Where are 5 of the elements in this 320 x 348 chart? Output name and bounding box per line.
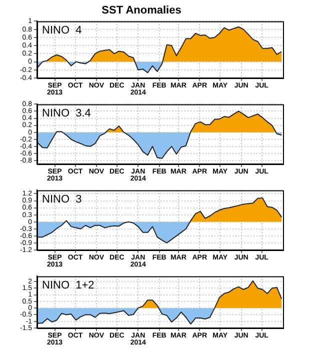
annotation: NINO 4 bbox=[42, 24, 82, 37]
annotation: NINO 3 bbox=[42, 194, 82, 206]
chart-title: SST Anomalies bbox=[102, 4, 182, 17]
annotation: NINO 1+2 bbox=[42, 280, 94, 292]
annotation: NINO 3.4 bbox=[42, 108, 91, 120]
